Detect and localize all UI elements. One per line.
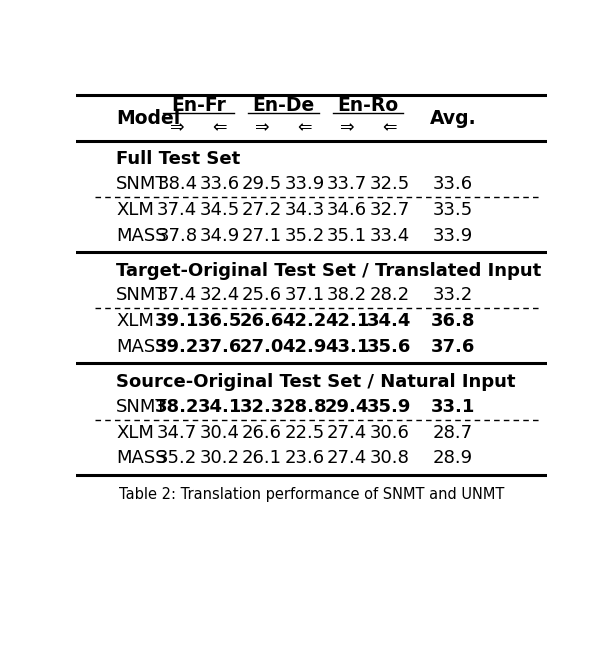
Text: 33.7: 33.7 <box>327 175 367 193</box>
Text: 37.4: 37.4 <box>157 286 198 305</box>
Text: 26.6: 26.6 <box>242 424 282 441</box>
Text: 26.6: 26.6 <box>240 312 285 330</box>
Text: 27.1: 27.1 <box>242 227 282 245</box>
Text: 38.2: 38.2 <box>327 286 367 305</box>
Text: 35.1: 35.1 <box>327 227 367 245</box>
Text: ⇒: ⇒ <box>340 119 354 137</box>
Text: ⇒: ⇒ <box>170 119 185 137</box>
Text: MASS: MASS <box>116 227 167 245</box>
Text: 37.8: 37.8 <box>157 227 198 245</box>
Text: 30.6: 30.6 <box>370 424 409 441</box>
Text: 22.5: 22.5 <box>285 424 325 441</box>
Text: SNMT: SNMT <box>116 286 168 305</box>
Text: 32.5: 32.5 <box>369 175 409 193</box>
Text: 38.4: 38.4 <box>157 175 198 193</box>
Text: 34.7: 34.7 <box>157 424 198 441</box>
Text: 32.7: 32.7 <box>369 201 409 219</box>
Text: 33.9: 33.9 <box>285 175 325 193</box>
Text: 27.4: 27.4 <box>327 450 367 467</box>
Text: 36.8: 36.8 <box>430 312 475 330</box>
Text: 27.4: 27.4 <box>327 424 367 441</box>
Text: 29.4: 29.4 <box>325 398 369 415</box>
Text: 23.6: 23.6 <box>285 450 325 467</box>
Text: 33.9: 33.9 <box>433 227 473 245</box>
Text: Full Test Set: Full Test Set <box>116 150 240 168</box>
Text: 39.1: 39.1 <box>155 312 199 330</box>
Text: 25.6: 25.6 <box>242 286 282 305</box>
Text: 30.4: 30.4 <box>199 424 240 441</box>
Text: 37.1: 37.1 <box>285 286 325 305</box>
Text: 34.3: 34.3 <box>285 201 325 219</box>
Text: 34.4: 34.4 <box>367 312 412 330</box>
Text: 33.6: 33.6 <box>433 175 473 193</box>
Text: 28.8: 28.8 <box>282 398 327 415</box>
Text: 42.9: 42.9 <box>282 338 326 356</box>
Text: MASS: MASS <box>116 450 167 467</box>
Text: 37.6: 37.6 <box>198 338 242 356</box>
Text: SNMT: SNMT <box>116 175 168 193</box>
Text: 38.2: 38.2 <box>155 398 199 415</box>
Text: En-Ro: En-Ro <box>337 96 399 115</box>
Text: XLM: XLM <box>116 201 154 219</box>
Text: 35.9: 35.9 <box>367 398 412 415</box>
Text: 33.5: 33.5 <box>433 201 473 219</box>
Text: 34.9: 34.9 <box>199 227 240 245</box>
Text: 32.3: 32.3 <box>240 398 285 415</box>
Text: 35.2: 35.2 <box>157 450 198 467</box>
Text: 30.8: 30.8 <box>370 450 409 467</box>
Text: 42.1: 42.1 <box>325 312 369 330</box>
Text: ⇒: ⇒ <box>255 119 269 137</box>
Text: 28.7: 28.7 <box>433 424 473 441</box>
Text: 32.4: 32.4 <box>199 286 240 305</box>
Text: 33.1: 33.1 <box>431 398 475 415</box>
Text: 43.1: 43.1 <box>325 338 369 356</box>
Text: Avg.: Avg. <box>430 109 476 128</box>
Text: Source-Original Test Set / Natural Input: Source-Original Test Set / Natural Input <box>116 373 516 391</box>
Text: 39.2: 39.2 <box>155 338 199 356</box>
Text: XLM: XLM <box>116 424 154 441</box>
Text: 36.5: 36.5 <box>198 312 242 330</box>
Text: En-Fr: En-Fr <box>171 96 226 115</box>
Text: 33.2: 33.2 <box>433 286 473 305</box>
Text: 29.5: 29.5 <box>242 175 282 193</box>
Text: SNMT: SNMT <box>116 398 168 415</box>
Text: ⇐: ⇐ <box>212 119 227 137</box>
Text: 37.6: 37.6 <box>431 338 475 356</box>
Text: XLM: XLM <box>116 312 154 330</box>
Text: 35.6: 35.6 <box>367 338 412 356</box>
Text: 34.5: 34.5 <box>199 201 240 219</box>
Text: 33.4: 33.4 <box>369 227 409 245</box>
Text: Table 2: Translation performance of SNMT and UNMT: Table 2: Translation performance of SNMT… <box>119 487 504 502</box>
Text: 28.2: 28.2 <box>369 286 409 305</box>
Text: 33.6: 33.6 <box>199 175 240 193</box>
Text: MASS: MASS <box>116 338 167 356</box>
Text: En-De: En-De <box>252 96 314 115</box>
Text: 37.4: 37.4 <box>157 201 198 219</box>
Text: 26.1: 26.1 <box>242 450 282 467</box>
Text: Model: Model <box>116 109 181 128</box>
Text: 42.2: 42.2 <box>282 312 326 330</box>
Text: 30.2: 30.2 <box>199 450 240 467</box>
Text: 27.0: 27.0 <box>240 338 285 356</box>
Text: 34.1: 34.1 <box>198 398 242 415</box>
Text: ⇐: ⇐ <box>297 119 312 137</box>
Text: 35.2: 35.2 <box>285 227 325 245</box>
Text: 34.6: 34.6 <box>327 201 367 219</box>
Text: 27.2: 27.2 <box>242 201 282 219</box>
Text: 28.9: 28.9 <box>433 450 473 467</box>
Text: ⇐: ⇐ <box>382 119 396 137</box>
Text: Target-Original Test Set / Translated Input: Target-Original Test Set / Translated In… <box>116 262 541 280</box>
